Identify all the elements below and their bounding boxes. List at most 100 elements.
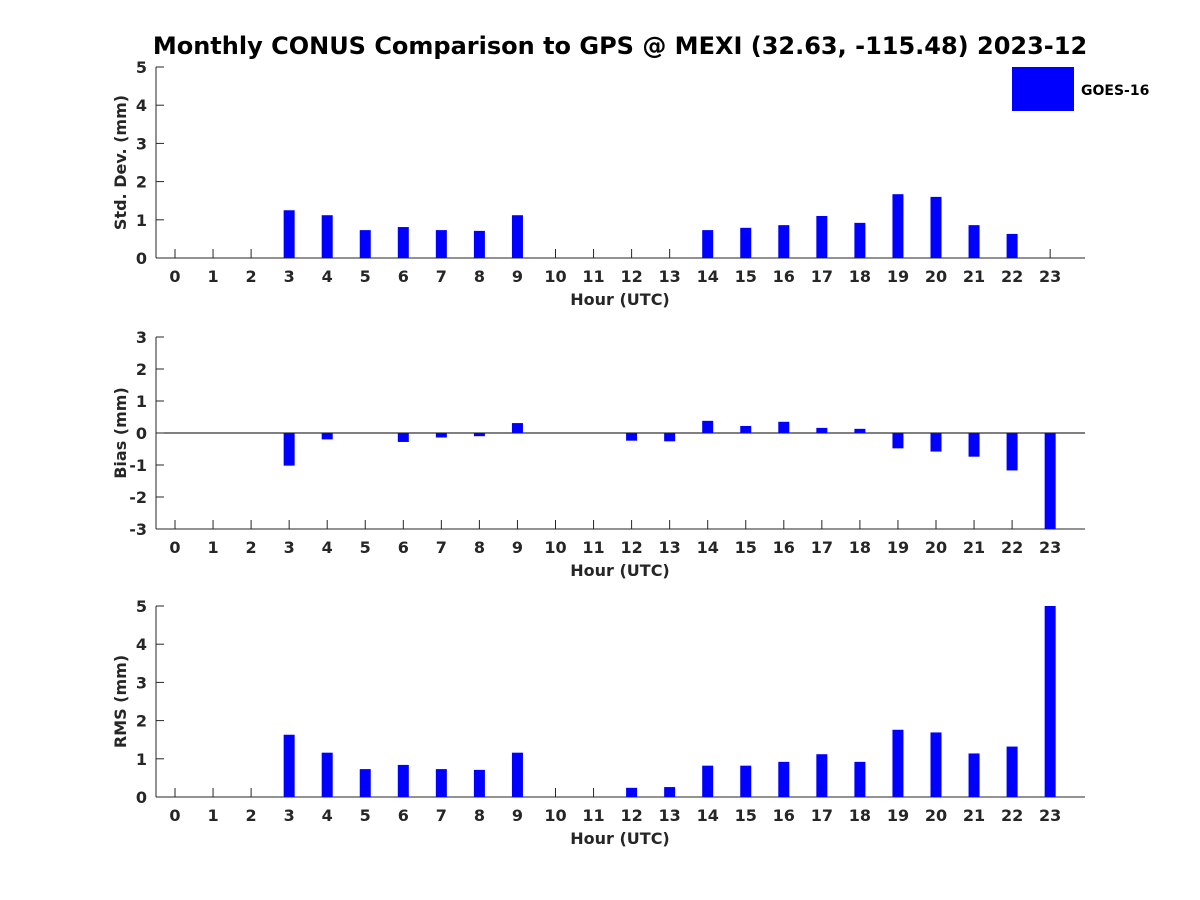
std-dev-x-tick-label: 21 xyxy=(963,267,985,286)
legend-swatch xyxy=(1012,67,1074,111)
std-dev-bar-hour-4 xyxy=(321,215,333,258)
std-dev-bar-hour-21 xyxy=(968,225,980,258)
std-dev-x-tick-label: 14 xyxy=(697,267,719,286)
std-dev-bar-hour-8 xyxy=(473,230,485,258)
rms-x-axis-label: Hour (UTC) xyxy=(570,829,670,848)
chart-title: Monthly CONUS Comparison to GPS @ MEXI (… xyxy=(153,32,1087,60)
bias-y-tick-label: -3 xyxy=(129,520,147,539)
bias-x-tick-label: 17 xyxy=(811,538,833,557)
std-dev-x-tick-label: 6 xyxy=(398,267,409,286)
bias-y-tick-label: 2 xyxy=(136,360,147,379)
rms-y-tick-label: 1 xyxy=(136,750,147,769)
std-dev-bar-hour-7 xyxy=(435,230,447,258)
bias-x-tick-label: 8 xyxy=(474,538,485,557)
rms-bar-hour-8 xyxy=(473,769,485,797)
rms-bar-hour-20 xyxy=(930,732,942,797)
bias-y-tick-label: -1 xyxy=(129,456,147,475)
rms-y-tick-label: 5 xyxy=(136,597,147,616)
std-dev-y-tick-label: 4 xyxy=(136,96,147,115)
rms-bar-hour-15 xyxy=(740,765,752,797)
bias-bar-hour-19 xyxy=(892,433,904,449)
std-dev-x-tick-label: 8 xyxy=(474,267,485,286)
bias-x-axis-label: Hour (UTC) xyxy=(570,561,670,580)
bias-bar-hour-17 xyxy=(816,427,828,433)
bias-x-tick-label: 23 xyxy=(1039,538,1061,557)
bias-x-tick-label: 12 xyxy=(620,538,642,557)
rms-x-tick-label: 8 xyxy=(474,806,485,825)
std-dev-x-tick-label: 13 xyxy=(659,267,681,286)
bias-bar-hour-7 xyxy=(435,433,447,438)
bias-y-tick-label: -2 xyxy=(129,488,147,507)
rms-bar-hour-19 xyxy=(892,729,904,797)
bias-bar-hour-15 xyxy=(740,425,752,433)
bias-bar-hour-6 xyxy=(397,433,409,442)
bias-bar-hour-9 xyxy=(511,423,523,433)
std-dev-x-tick-label: 15 xyxy=(735,267,757,286)
std-dev-y-tick-label: 3 xyxy=(136,134,147,153)
std-dev-x-tick-label: 2 xyxy=(246,267,257,286)
rms-bar-hour-9 xyxy=(511,752,523,797)
rms-bar-hour-5 xyxy=(359,769,371,797)
std-dev-x-tick-label: 5 xyxy=(360,267,371,286)
bias-x-tick-label: 10 xyxy=(544,538,566,557)
rms-bar-hour-4 xyxy=(321,752,333,797)
rms-x-tick-label: 21 xyxy=(963,806,985,825)
rms-bar-hour-6 xyxy=(397,764,409,797)
rms-bar-hour-12 xyxy=(626,787,638,797)
legend-label: GOES-16 xyxy=(1081,83,1149,99)
std-dev-x-tick-label: 17 xyxy=(811,267,833,286)
rms-y-axis-label: RMS (mm) xyxy=(111,655,130,748)
bias-x-tick-label: 21 xyxy=(963,538,985,557)
std-dev-x-tick-label: 18 xyxy=(849,267,871,286)
std-dev-bar-hour-3 xyxy=(283,210,295,258)
bias-x-tick-label: 19 xyxy=(887,538,909,557)
bias-x-tick-label: 9 xyxy=(512,538,523,557)
std-dev-x-tick-label: 9 xyxy=(512,267,523,286)
std-dev-y-tick-label: 2 xyxy=(136,173,147,192)
rms-bar-hour-7 xyxy=(435,769,447,797)
std-dev-x-axis-label: Hour (UTC) xyxy=(570,290,670,309)
std-dev-bar-hour-15 xyxy=(740,227,752,258)
std-dev-bar-hour-9 xyxy=(511,215,523,258)
bias-bar-hour-14 xyxy=(702,420,714,433)
legend: GOES-16 xyxy=(1012,67,1149,111)
std-dev-x-tick-label: 1 xyxy=(207,267,218,286)
std-dev-x-tick-label: 16 xyxy=(773,267,795,286)
bias-x-tick-label: 22 xyxy=(1001,538,1023,557)
rms-y-tick-label: 2 xyxy=(136,712,147,731)
bias-x-tick-label: 0 xyxy=(169,538,180,557)
bias-x-tick-label: 6 xyxy=(398,538,409,557)
rms-x-tick-label: 12 xyxy=(620,806,642,825)
std-dev-x-tick-label: 7 xyxy=(436,267,447,286)
bias-x-tick-label: 5 xyxy=(360,538,371,557)
rms-x-tick-label: 22 xyxy=(1001,806,1023,825)
rms-y-tick-label: 0 xyxy=(136,788,147,807)
rms-bar-hour-16 xyxy=(778,761,790,797)
bias-bar-hour-18 xyxy=(854,428,866,433)
bias-bar-hour-3 xyxy=(283,433,295,466)
rms-bar-hour-3 xyxy=(283,734,295,797)
bias-y-tick-label: 3 xyxy=(136,328,147,347)
std-dev-bar-hour-16 xyxy=(778,225,790,258)
bias-bar-hour-4 xyxy=(321,433,333,440)
rms-x-tick-label: 17 xyxy=(811,806,833,825)
bias-x-tick-label: 15 xyxy=(735,538,757,557)
bias-x-tick-label: 18 xyxy=(849,538,871,557)
std-dev-x-tick-label: 22 xyxy=(1001,267,1023,286)
rms-x-tick-label: 16 xyxy=(773,806,795,825)
rms-x-tick-label: 13 xyxy=(659,806,681,825)
bias-x-tick-label: 16 xyxy=(773,538,795,557)
bias-bar-hour-13 xyxy=(664,433,676,442)
std-dev-x-tick-label: 23 xyxy=(1039,267,1061,286)
std-dev-x-tick-label: 10 xyxy=(544,267,566,286)
std-dev-bar-hour-22 xyxy=(1006,233,1018,258)
rms-x-tick-label: 15 xyxy=(735,806,757,825)
std-dev-y-tick-label: 0 xyxy=(136,249,147,268)
rms-bar-hour-13 xyxy=(664,787,676,797)
rms-x-tick-label: 6 xyxy=(398,806,409,825)
rms-y-tick-label: 3 xyxy=(136,673,147,692)
std-dev-bar-hour-5 xyxy=(359,230,371,258)
rms-bar-hour-23 xyxy=(1044,606,1056,797)
bias-bar-hour-23 xyxy=(1044,433,1056,529)
